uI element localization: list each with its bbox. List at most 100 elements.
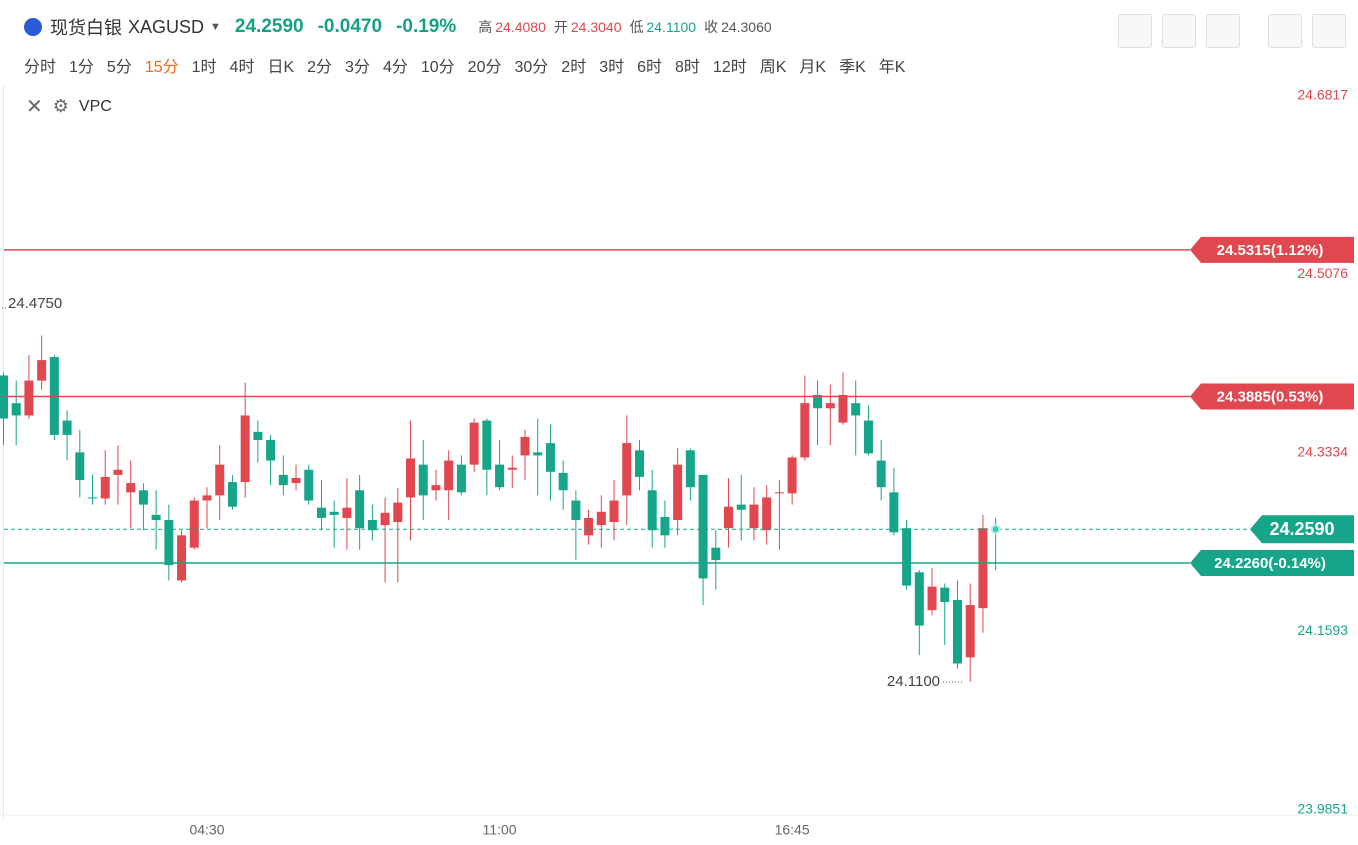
price-line-label: 24.5315(1.12%) bbox=[1217, 242, 1324, 259]
candle-body bbox=[202, 495, 212, 501]
candle-body bbox=[698, 474, 708, 579]
candle-body bbox=[863, 420, 873, 454]
timeframe[interactable]: 周K bbox=[759, 59, 787, 76]
candle-body bbox=[444, 460, 454, 491]
timeframe[interactable]: 年K bbox=[878, 59, 906, 76]
quote-header: 现货白银 XAGUSD ▼ 24.2590 -0.0470 -0.19% 高 24… bbox=[24, 14, 772, 40]
stats: 高 24.4080 开 24.3040 低 24.1100 收 24.3060 bbox=[470, 17, 771, 37]
candle-body bbox=[278, 474, 288, 486]
timeframe[interactable]: 1时 bbox=[191, 59, 217, 76]
candle-body bbox=[164, 519, 174, 566]
candle-body bbox=[291, 477, 301, 484]
candle-body bbox=[138, 490, 148, 505]
x-tick-label: 04:30 bbox=[189, 822, 224, 838]
stat-label: 低 bbox=[629, 19, 644, 35]
candle-body bbox=[774, 492, 784, 494]
indicator-name: VPC bbox=[78, 97, 112, 115]
candle-body bbox=[189, 500, 199, 548]
timeframe[interactable]: 4分 bbox=[382, 59, 408, 76]
last-price-label: 24.2590 bbox=[1269, 519, 1334, 539]
timeframe[interactable]: 15分 bbox=[144, 59, 179, 76]
price-line-tag bbox=[1190, 236, 1354, 263]
candle-body bbox=[749, 504, 759, 529]
price: 24.2590 bbox=[234, 16, 304, 37]
candle-body bbox=[456, 464, 466, 493]
timeframe[interactable]: 日K bbox=[267, 59, 295, 76]
candle-body bbox=[876, 460, 886, 488]
candle-body bbox=[736, 504, 746, 510]
candle-body bbox=[342, 507, 352, 518]
candle-body bbox=[825, 403, 835, 409]
candle-body bbox=[533, 452, 543, 456]
candle-body bbox=[75, 452, 85, 481]
change-pct: -0.19% bbox=[396, 16, 457, 37]
timeframe[interactable]: 30分 bbox=[514, 59, 549, 76]
candle-body bbox=[660, 516, 670, 536]
timeframes: 分时 1分 5分 15分 1时 4时 日K 2分 3分 4分 10分 20分 30分 2时 3时 6时 8时 12… bbox=[24, 53, 918, 77]
price-line-label: 24.3885(0.53%) bbox=[1217, 388, 1324, 405]
dropdown-caret[interactable]: ▼ bbox=[210, 21, 221, 33]
high-label: 24.4750 bbox=[8, 295, 62, 312]
candle-body bbox=[113, 469, 123, 475]
candle-body bbox=[215, 464, 225, 496]
price-line-tag bbox=[1190, 550, 1354, 577]
timeframe[interactable]: 5分 bbox=[106, 59, 132, 76]
indicator-button[interactable] bbox=[1118, 14, 1152, 48]
candle-body bbox=[889, 492, 899, 533]
timeframe[interactable]: 4时 bbox=[229, 59, 255, 76]
timeframe[interactable]: 季K bbox=[839, 59, 866, 76]
candle-body bbox=[240, 415, 250, 483]
chart-type-button[interactable] bbox=[1206, 14, 1240, 48]
symbol-code[interactable]: XAGUSD bbox=[128, 16, 205, 37]
stat: 收 24.3060 bbox=[704, 19, 772, 35]
candle-body bbox=[495, 464, 505, 488]
candle-body bbox=[838, 394, 848, 423]
candle-body bbox=[367, 519, 377, 531]
timeframe[interactable]: 1分 bbox=[69, 59, 94, 76]
timeframe[interactable]: 分时 bbox=[24, 59, 57, 76]
stat-value: 24.3060 bbox=[721, 19, 772, 35]
candle-body bbox=[62, 420, 72, 435]
candle-body bbox=[571, 500, 581, 520]
candle-body bbox=[851, 403, 861, 416]
timeframe[interactable]: 3分 bbox=[345, 59, 370, 76]
price-line-label: 24.2260(-0.14%) bbox=[1214, 555, 1326, 572]
candle-body bbox=[520, 436, 530, 456]
candle-body bbox=[596, 511, 606, 526]
timeframe[interactable]: 20分 bbox=[467, 59, 502, 76]
indicator-bar: ✕ ⚙ VPC bbox=[26, 94, 112, 119]
remove-icon[interactable]: ✕ bbox=[26, 96, 43, 118]
last-price-dot bbox=[990, 524, 1001, 535]
candle-body bbox=[37, 360, 47, 381]
shrink-button[interactable] bbox=[1268, 14, 1302, 48]
candle-body bbox=[0, 375, 8, 419]
candle-body bbox=[584, 517, 594, 536]
y-tick-label: 24.3334 bbox=[1297, 444, 1348, 460]
candle-body bbox=[88, 497, 98, 499]
candle-body bbox=[24, 380, 34, 416]
settings-icon[interactable]: ⚙ bbox=[52, 96, 69, 116]
draw-button[interactable] bbox=[1162, 14, 1196, 48]
candle-body bbox=[304, 469, 314, 501]
timeframe[interactable]: 3时 bbox=[599, 59, 625, 76]
timeframe[interactable]: 2时 bbox=[561, 59, 587, 76]
candle-body bbox=[902, 528, 912, 586]
candle-body bbox=[685, 450, 695, 488]
timeframe[interactable]: 月K bbox=[799, 59, 827, 76]
y-tick-label: 24.1593 bbox=[1297, 622, 1348, 638]
close-button[interactable] bbox=[1312, 14, 1346, 48]
y-tick-label: 24.6817 bbox=[1297, 87, 1348, 103]
timeframe[interactable]: 8时 bbox=[675, 59, 700, 76]
candle-body bbox=[647, 490, 657, 531]
candle-body bbox=[545, 443, 555, 472]
timeframe[interactable]: 12时 bbox=[712, 59, 747, 76]
timeframe[interactable]: 2分 bbox=[307, 59, 333, 76]
x-tick-label: 16:45 bbox=[775, 822, 810, 838]
timeframe[interactable]: 6时 bbox=[637, 59, 663, 76]
timeframe[interactable]: 10分 bbox=[420, 59, 455, 76]
candle-body bbox=[406, 458, 416, 498]
price-line-tag bbox=[1190, 383, 1354, 410]
candle-body bbox=[151, 514, 161, 520]
